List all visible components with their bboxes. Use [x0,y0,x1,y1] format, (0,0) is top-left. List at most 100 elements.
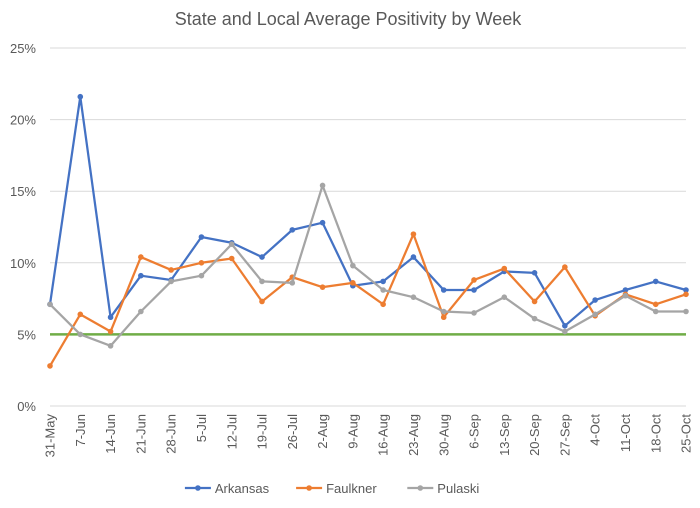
x-tick-label: 16-Aug [376,414,391,456]
legend-marker [195,485,201,491]
data-point [138,254,144,260]
data-point [107,314,114,321]
data-point [259,278,265,285]
x-tick-label: 7-Jun [73,414,88,447]
data-point [107,343,114,349]
data-point [228,255,235,262]
x-tick-label: 31-May [43,414,58,458]
legend-item-arkansas: Arkansas [184,481,270,496]
y-tick-label: 10% [10,256,36,271]
x-tick-label: 18-Oct [648,414,663,453]
data-point [471,277,477,283]
data-point [47,301,53,308]
x-tick-label: 26-Jul [285,414,300,450]
data-point [683,291,689,298]
x-tick-label: 11-Oct [618,414,633,452]
x-tick-label: 9-Aug [345,414,360,449]
x-tick-label: 20-Sep [527,414,542,456]
data-point [289,280,296,286]
x-tick-label: 13-Sep [497,414,512,456]
data-point [652,301,659,308]
x-tick-label: 25-Oct [679,414,694,453]
x-tick-label: 21-Jun [133,414,148,454]
data-point [562,328,568,335]
data-point [440,308,447,315]
x-tick-label: 23-Aug [406,414,421,456]
series-line [49,184,686,347]
legend-marker [417,485,424,491]
data-point [228,241,235,247]
data-point [501,265,508,272]
data-point [319,182,326,189]
data-point [622,287,629,293]
legend-label: Pulaski [437,481,479,496]
data-point [289,227,296,233]
legend-label: Faulkner [326,481,377,496]
y-axis-ticks: 0% 5% 10% 15% 20% 25% [10,41,36,414]
y-tick-label: 20% [10,113,36,128]
y-tick-label: 0% [17,399,36,414]
data-point [259,254,265,260]
series-layer [47,93,689,369]
data-point [622,292,629,299]
data-point [652,308,659,315]
data-point [319,219,326,226]
data-point [562,323,568,329]
data-point [471,287,477,293]
series-arkansas [47,93,689,329]
x-tick-label: 5-Jul [194,414,209,442]
data-point [440,287,447,293]
data-point [410,254,417,260]
legend-item-faulkner: Faulkner [296,481,377,496]
x-tick-label: 4-Oct [588,414,603,446]
data-point [77,311,84,318]
data-point [107,328,114,335]
data-point [138,272,144,279]
y-tick-label: 5% [17,327,36,342]
y-tick-label: 15% [10,184,36,199]
data-point [501,294,508,300]
data-point [592,297,598,303]
x-tick-label: 12-Jul [224,414,239,450]
data-point [380,301,386,308]
data-point [168,267,174,273]
data-point [350,280,356,286]
data-point [652,278,659,285]
data-point [471,310,477,316]
data-point [592,311,598,318]
x-axis-ticks: 31-May 7-Jun 14-Jun 21-Jun 28-Jun 5-Jul 12-Jul… [43,414,694,458]
data-point [350,262,356,269]
gridlines [50,47,686,407]
data-point [440,314,447,321]
data-point [531,298,538,305]
data-point [77,331,84,338]
data-point [531,315,538,322]
series-pulaski [47,182,689,349]
legend-label: Arkansas [215,481,270,496]
data-point [562,264,568,270]
data-point [77,93,84,100]
x-tick-label: 28-Jun [164,414,179,454]
legend-item-pulaski: Pulaski [407,481,479,496]
series-faulkner [47,231,689,369]
data-point [380,287,386,293]
data-point [683,287,689,293]
legend: Arkansas Faulkner Pulaski [184,481,479,496]
x-tick-label: 27-Sep [557,414,572,456]
series-line [49,233,687,367]
x-tick-label: 30-Aug [436,414,451,456]
data-point [410,294,417,300]
data-point [380,278,386,285]
chart-title: State and Local Average Positivity by We… [175,9,523,29]
x-tick-label: 6-Sep [467,414,482,449]
y-tick-label: 25% [10,41,36,56]
data-point [198,234,205,240]
data-point [198,272,205,279]
data-point [198,260,205,266]
legend-marker [306,485,312,491]
series-line [48,95,687,327]
x-tick-label: 19-Jul [255,414,270,450]
data-point [531,270,538,276]
